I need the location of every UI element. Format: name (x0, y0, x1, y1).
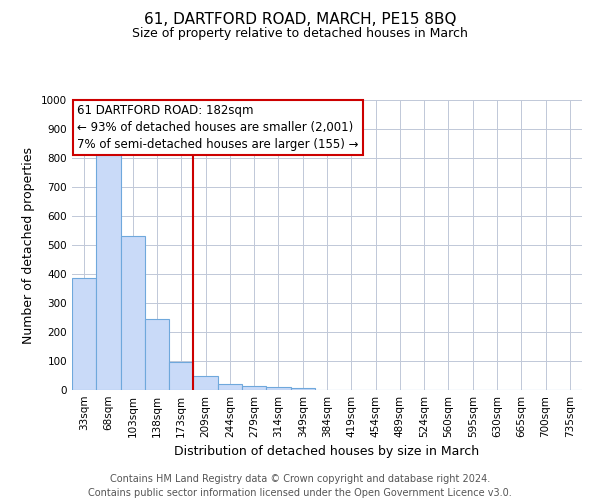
Text: 61, DARTFORD ROAD, MARCH, PE15 8BQ: 61, DARTFORD ROAD, MARCH, PE15 8BQ (144, 12, 456, 28)
X-axis label: Distribution of detached houses by size in March: Distribution of detached houses by size … (175, 446, 479, 458)
Y-axis label: Number of detached properties: Number of detached properties (22, 146, 35, 344)
Text: 61 DARTFORD ROAD: 182sqm
← 93% of detached houses are smaller (2,001)
7% of semi: 61 DARTFORD ROAD: 182sqm ← 93% of detach… (77, 104, 359, 152)
Bar (218, 384, 242, 390)
Bar (96, 150, 121, 390)
Bar (266, 387, 290, 390)
Text: Size of property relative to detached houses in March: Size of property relative to detached ho… (132, 28, 468, 40)
Bar (242, 386, 266, 390)
Bar (169, 362, 193, 390)
Bar (121, 236, 145, 390)
Text: Contains HM Land Registry data © Crown copyright and database right 2024.
Contai: Contains HM Land Registry data © Crown c… (88, 474, 512, 498)
Bar (145, 319, 169, 390)
Bar (290, 388, 315, 390)
Bar (72, 278, 96, 390)
Bar (193, 376, 218, 390)
